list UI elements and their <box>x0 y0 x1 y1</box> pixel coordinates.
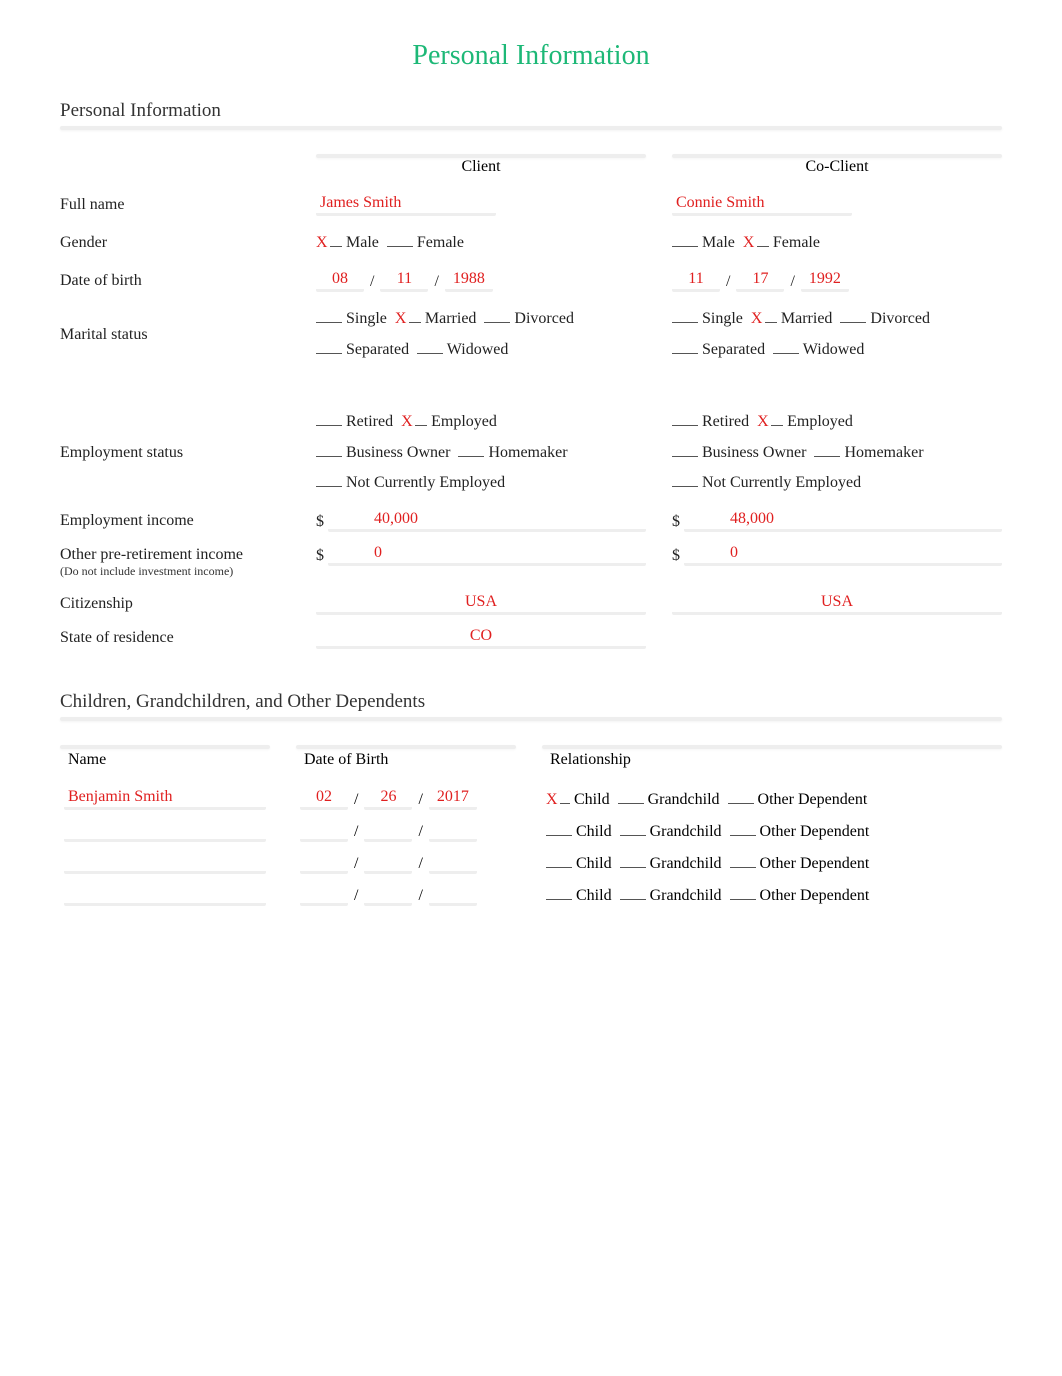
client-full-name[interactable]: James Smith <box>316 194 496 216</box>
dep-relationship[interactable]: Child Grandchild Other Dependent <box>542 815 1002 847</box>
coclient-dob-yyyy[interactable]: 1992 <box>801 270 849 292</box>
dep-name-cell <box>60 815 270 847</box>
dep-header-relationship: Relationship <box>542 745 1002 783</box>
dollar-sign: $ <box>672 547 680 566</box>
dep-dob-yyyy[interactable] <box>429 884 477 906</box>
dep-relationship[interactable]: Child Grandchild Other Dependent <box>542 847 1002 879</box>
label-other-income-sub: (Do not include investment income) <box>60 564 290 579</box>
dep-header-dob: Date of Birth <box>296 745 516 783</box>
label-full-name: Full name <box>60 188 290 222</box>
coclient-full-name[interactable]: Connie Smith <box>672 194 852 216</box>
label-marital: Marital status <box>60 318 290 352</box>
coclient-other-income-cell: $0 <box>672 538 1002 587</box>
coclient-other-income[interactable]: 0 <box>684 544 1002 566</box>
coclient-citizenship-cell: USA <box>672 587 1002 621</box>
dep-header-name: Name <box>60 745 270 783</box>
dep-dob-dd[interactable] <box>364 884 412 906</box>
client-dob[interactable]: 08/ 11/ 1988 <box>316 264 646 298</box>
dep-name-cell <box>60 879 270 911</box>
dep-name[interactable] <box>64 820 266 842</box>
label-other-income: Other pre-retirement income (Do not incl… <box>60 538 290 587</box>
dependents-grid: Name Date of Birth Relationship Benjamin… <box>60 745 1002 911</box>
coclient-citizenship[interactable]: USA <box>821 593 853 610</box>
dep-dob-cell: / / <box>296 879 516 911</box>
dep-dob-cell: 02/26/2017 <box>296 783 516 815</box>
client-state[interactable]: CO <box>470 627 492 644</box>
dep-dob-dd[interactable] <box>364 820 412 842</box>
client-dob-yyyy[interactable]: 1988 <box>445 270 493 292</box>
client-dob-dd[interactable]: 11 <box>380 270 428 292</box>
dollar-sign: $ <box>316 513 324 532</box>
dep-name-cell <box>60 847 270 879</box>
section-dependents-header: Children, Grandchildren, and Other Depen… <box>60 691 1002 713</box>
dep-relationship[interactable]: X Child Grandchild Other Dependent <box>542 783 1002 815</box>
section-dependents: Children, Grandchildren, and Other Depen… <box>60 691 1002 911</box>
label-citizenship: Citizenship <box>60 587 290 621</box>
client-state-cell: CO <box>316 621 646 655</box>
column-header-client: Client <box>316 154 646 188</box>
label-other-income-main: Other pre-retirement income <box>60 546 243 563</box>
client-marital[interactable]: Single X Married Divorced Separated Wido… <box>316 298 646 371</box>
dep-dob-dd[interactable] <box>364 852 412 874</box>
coclient-dob-mm[interactable]: 11 <box>672 270 720 292</box>
dep-name[interactable]: Benjamin Smith <box>64 788 266 810</box>
label-employment: Employment status <box>60 436 290 470</box>
dep-dob-mm[interactable] <box>300 820 348 842</box>
label-gender: Gender <box>60 226 290 260</box>
client-other-income[interactable]: 0 <box>328 544 646 566</box>
client-dob-mm[interactable]: 08 <box>316 270 364 292</box>
client-other-income-cell: $0 <box>316 538 646 587</box>
client-gender[interactable]: X Male Female <box>316 222 646 264</box>
label-dob: Date of birth <box>60 264 290 298</box>
coclient-full-name-cell: Connie Smith <box>672 188 1002 222</box>
coclient-marital[interactable]: Single X Married Divorced Separated Wido… <box>672 298 1002 371</box>
client-citizenship-cell: USA <box>316 587 646 621</box>
label-emp-income: Employment income <box>60 504 290 538</box>
client-employment[interactable]: Retired X Employed Business Owner Homema… <box>316 401 646 504</box>
dep-dob-cell: / / <box>296 815 516 847</box>
dollar-sign: $ <box>672 513 680 532</box>
dep-dob-mm[interactable]: 02 <box>300 788 348 810</box>
dep-dob-yyyy[interactable] <box>429 852 477 874</box>
column-header-coclient: Co-Client <box>672 154 1002 188</box>
dep-name[interactable] <box>64 852 266 874</box>
dep-dob-yyyy[interactable]: 2017 <box>429 788 477 810</box>
client-full-name-cell: James Smith <box>316 188 646 222</box>
dep-dob-cell: / / <box>296 847 516 879</box>
client-emp-income-cell: $40,000 <box>316 504 646 538</box>
dep-dob-yyyy[interactable] <box>429 820 477 842</box>
section-personal: Personal Information Client Co-Client Fu… <box>60 100 1002 655</box>
coclient-dob[interactable]: 11/ 17/ 1992 <box>672 264 1002 298</box>
coclient-emp-income[interactable]: 48,000 <box>684 510 1002 532</box>
client-emp-income[interactable]: 40,000 <box>328 510 646 532</box>
section-personal-header: Personal Information <box>60 100 1002 122</box>
page-title: Personal Information <box>60 40 1002 72</box>
coclient-employment[interactable]: Retired X Employed Business Owner Homema… <box>672 401 1002 504</box>
dep-dob-dd[interactable]: 26 <box>364 788 412 810</box>
dep-name-cell: Benjamin Smith <box>60 783 270 815</box>
client-citizenship[interactable]: USA <box>465 593 497 610</box>
dollar-sign: $ <box>316 547 324 566</box>
section-rule <box>60 717 1002 721</box>
coclient-emp-income-cell: $48,000 <box>672 504 1002 538</box>
coclient-dob-dd[interactable]: 17 <box>736 270 784 292</box>
dep-dob-mm[interactable] <box>300 884 348 906</box>
personal-grid: Client Co-Client Full name James Smith C… <box>60 154 1002 655</box>
dep-dob-mm[interactable] <box>300 852 348 874</box>
coclient-gender[interactable]: Male X Female <box>672 222 1002 264</box>
dep-relationship[interactable]: Child Grandchild Other Dependent <box>542 879 1002 911</box>
dep-name[interactable] <box>64 884 266 906</box>
label-state: State of residence <box>60 621 290 655</box>
section-rule <box>60 126 1002 130</box>
